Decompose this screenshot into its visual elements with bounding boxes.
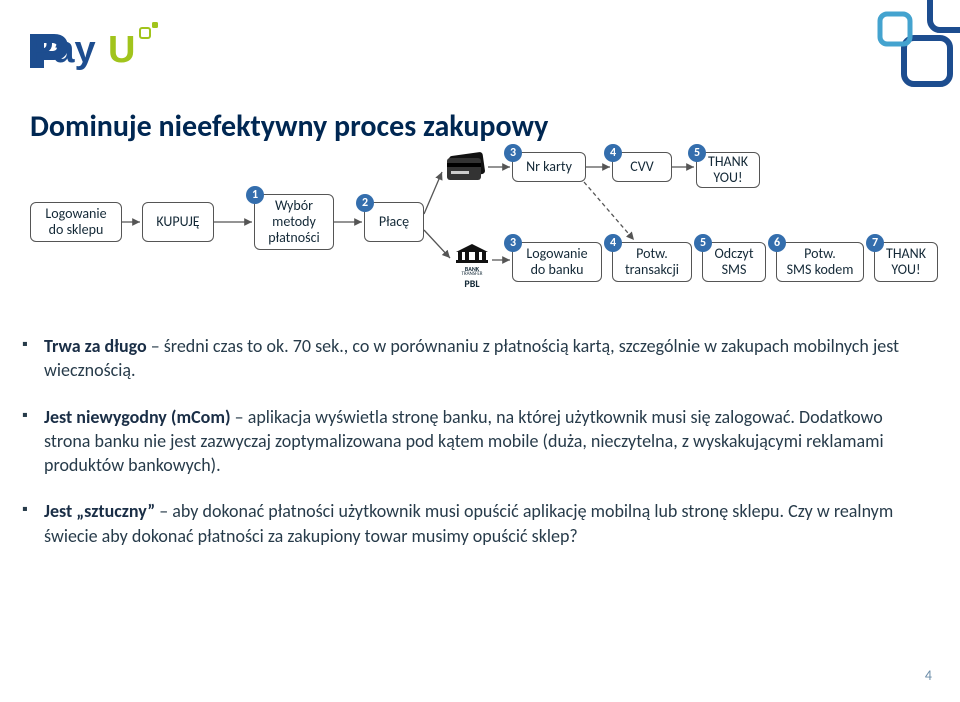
node-payment-method: Wybór metody płatności: [254, 194, 334, 250]
payu-logo: Pay U: [28, 22, 198, 77]
bullet-list: Trwa za długo – średni czas to ok. 70 se…: [44, 334, 918, 570]
badge-6: 6: [768, 234, 786, 252]
node-confirm-tx: Potw. transakcji: [612, 242, 692, 282]
node-thankyou-bot: THANK YOU!: [874, 242, 938, 282]
badge-4-bot: 4: [604, 234, 622, 252]
node-login-shop: Logowanie do sklepu: [30, 202, 122, 242]
node-card-number: Nr karty: [512, 152, 586, 182]
node-buy: KUPUJĘ: [142, 202, 214, 242]
badge-7: 7: [866, 234, 884, 252]
node-thankyou-top: THANK YOU!: [696, 152, 760, 188]
bullet-item: Jest „sztuczny” – aby dokonać płatności …: [44, 499, 918, 548]
slide-title: Dominuje nieefektywny proces zakupowy: [30, 108, 548, 145]
badge-1: 1: [246, 186, 264, 204]
badge-3-top: 3: [504, 144, 522, 162]
badge-5-bot: 5: [694, 234, 712, 252]
badge-5-top: 5: [688, 144, 706, 162]
badge-2: 2: [356, 194, 374, 212]
node-confirm-sms: Potw. SMS kodem: [776, 242, 864, 282]
corner-decoration: [810, 0, 960, 115]
node-bank-login: Logowanie do banku: [512, 242, 602, 282]
svg-text:Pay: Pay: [28, 29, 96, 71]
node-read-sms: Odczyt SMS: [702, 242, 766, 282]
page-number: 4: [925, 667, 932, 684]
credit-card-icon: [444, 152, 488, 187]
pbl-label-pbl: PBL: [452, 279, 492, 289]
svg-text:U: U: [108, 29, 135, 71]
process-flowchart: BANK TRANSFER PBL Logowanie do sklepu KU…: [30, 152, 930, 302]
node-pay: Płacę: [364, 202, 424, 242]
badge-3-bot: 3: [504, 234, 522, 252]
bank-transfer-icon: BANK TRANSFER PBL: [452, 242, 492, 289]
bullet-item: Jest niewygodny (mCom) – aplikacja wyświ…: [44, 405, 918, 478]
bullet-item: Trwa za długo – średni czas to ok. 70 se…: [44, 334, 918, 383]
badge-4-top: 4: [604, 144, 622, 162]
